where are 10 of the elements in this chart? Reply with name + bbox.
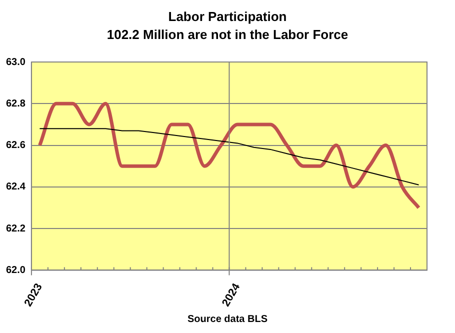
source-note: Source data BLS (186, 314, 269, 325)
y-tick-label: 62.8 (6, 98, 26, 110)
y-tick-label: 62.4 (6, 182, 26, 193)
y-tick-label: 62.6 (6, 140, 26, 152)
y-tick-label: 62.2 (6, 223, 26, 234)
chart-title: Labor Participation (167, 8, 288, 26)
chart-subtitle: 102.2 Million are not in the Labor Force (106, 26, 350, 44)
y-tick-label: 63.0 (6, 56, 26, 68)
y-tick-label: 62.0 (6, 264, 26, 276)
line-series (38, 102, 421, 210)
